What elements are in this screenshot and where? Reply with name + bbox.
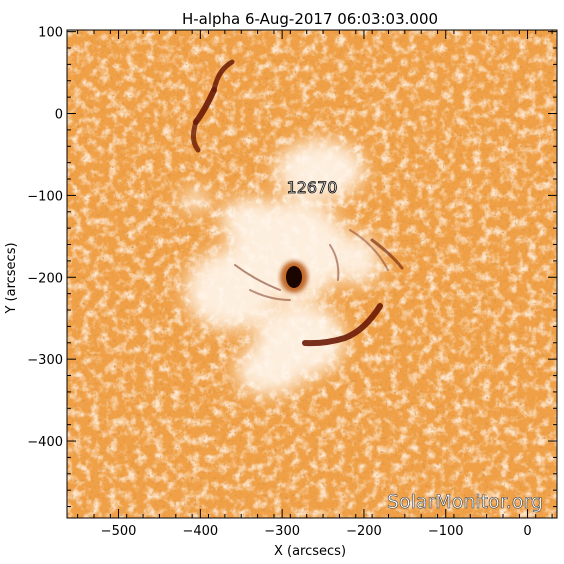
y-tick-label: −200 <box>27 271 63 286</box>
x-tick-label: −300 <box>264 524 300 539</box>
watermark-text: SolarMonitor.org <box>387 491 543 513</box>
x-tick-label: −400 <box>182 524 218 539</box>
filaments <box>190 59 404 347</box>
x-tick-label: −200 <box>346 524 382 539</box>
x-tick-label: −100 <box>428 524 464 539</box>
y-tick-label: 100 <box>38 26 63 41</box>
y-tick-label: −100 <box>27 189 63 204</box>
plage-region <box>181 140 380 395</box>
x-axis-ticks: −500 −400 −300 −200 −100 0 <box>77 30 553 539</box>
plot-frame <box>66 29 558 519</box>
y-tick-label: 0 <box>55 108 63 123</box>
y-axis-ticks: 100 0 −100 −200 −300 −400 <box>27 26 557 508</box>
y-tick-label: −300 <box>27 353 63 368</box>
x-axis-label: X (arcsecs) <box>274 544 346 559</box>
sunspot <box>280 261 308 293</box>
y-axis-label: Y (arcsecs) <box>4 242 19 314</box>
h-alpha-image <box>67 30 557 518</box>
plot-title: H-alpha 6-Aug-2017 06:03:03.000 <box>182 10 438 28</box>
x-tick-label: 0 <box>523 524 531 539</box>
active-region-label: 12670 <box>287 178 338 197</box>
y-tick-label: −400 <box>27 435 63 450</box>
x-tick-label: −500 <box>101 524 137 539</box>
